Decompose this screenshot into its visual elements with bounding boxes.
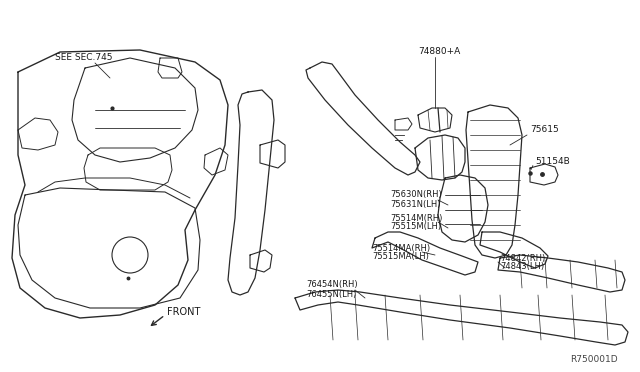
- Text: 76455N(LH): 76455N(LH): [306, 289, 356, 298]
- Text: 74880+A: 74880+A: [418, 48, 460, 57]
- Text: 75515M(LH): 75515M(LH): [390, 222, 441, 231]
- Text: FRONT: FRONT: [167, 307, 200, 317]
- Text: 75631N(LH): 75631N(LH): [390, 199, 440, 208]
- Text: 74842(RH): 74842(RH): [500, 253, 545, 263]
- Text: 74843(LH): 74843(LH): [500, 263, 544, 272]
- Text: 75515MA(LH): 75515MA(LH): [372, 253, 429, 262]
- Text: R750001D: R750001D: [570, 356, 618, 365]
- Text: 51154B: 51154B: [535, 157, 570, 167]
- Text: 75615: 75615: [530, 125, 559, 135]
- Text: 75514MA(RH): 75514MA(RH): [372, 244, 430, 253]
- Text: 76454N(RH): 76454N(RH): [306, 280, 358, 289]
- Text: 75630N(RH): 75630N(RH): [390, 190, 442, 199]
- Text: SEE SEC.745: SEE SEC.745: [55, 54, 113, 62]
- Text: 75514M(RH): 75514M(RH): [390, 214, 442, 222]
